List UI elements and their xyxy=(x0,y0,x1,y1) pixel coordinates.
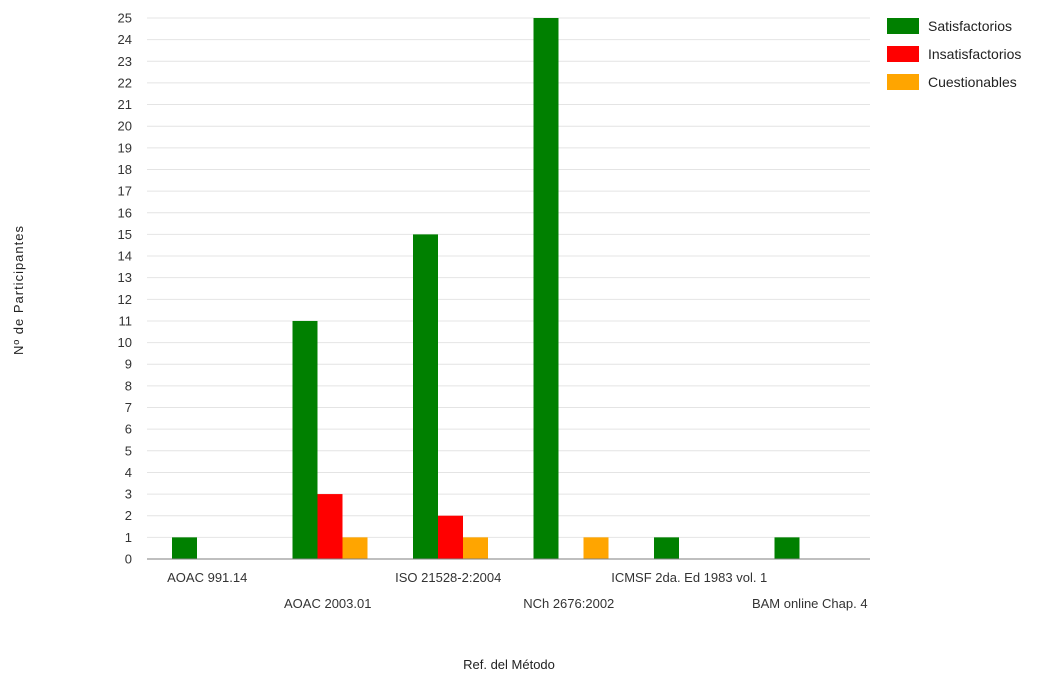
legend-label[interactable]: Satisfactorios xyxy=(928,18,1012,34)
y-tick-label: 6 xyxy=(125,422,132,437)
y-tick-label: 22 xyxy=(118,75,132,90)
y-tick-label: 3 xyxy=(125,487,132,502)
y-tick-label: 10 xyxy=(118,335,132,350)
y-tick-label: 14 xyxy=(118,249,132,264)
y-tick-label: 12 xyxy=(118,292,132,307)
y-tick-label: 19 xyxy=(118,140,132,155)
legend-label[interactable]: Cuestionables xyxy=(928,74,1017,90)
y-tick-label: 5 xyxy=(125,443,132,458)
bar-satisfactorios[interactable] xyxy=(292,320,318,559)
y-tick-label: 20 xyxy=(118,119,132,134)
bar-satisfactorios[interactable] xyxy=(413,234,438,559)
x-category-label: NCh 2676:2002 xyxy=(523,596,614,611)
y-tick-label: 15 xyxy=(118,227,132,242)
y-tick-labels: 0123456789101112131415161718192021222324… xyxy=(118,11,132,567)
legend-swatch[interactable] xyxy=(887,74,919,90)
y-axis-title: Nº de Participantes xyxy=(11,225,26,355)
x-axis-title: Ref. del Método xyxy=(463,657,555,672)
bar-insatisfactorios[interactable] xyxy=(317,494,343,559)
y-tick-label: 13 xyxy=(118,270,132,285)
y-tick-label: 21 xyxy=(118,97,132,112)
legend-label[interactable]: Insatisfactorios xyxy=(928,46,1021,62)
legend-swatch[interactable] xyxy=(887,46,919,62)
y-tick-label: 23 xyxy=(118,54,132,69)
y-tick-label: 18 xyxy=(118,162,132,177)
x-category-label: BAM online Chap. 4 xyxy=(752,596,868,611)
y-tick-label: 2 xyxy=(125,508,132,523)
y-tick-label: 8 xyxy=(125,378,132,393)
bar-satisfactorios[interactable] xyxy=(533,18,559,559)
y-tick-label: 7 xyxy=(125,400,132,415)
bar-insatisfactorios[interactable] xyxy=(438,515,463,559)
bar-cuestionables[interactable] xyxy=(463,537,488,559)
legend-swatch[interactable] xyxy=(887,18,919,34)
x-category-label: ISO 21528-2:2004 xyxy=(395,570,501,585)
bars xyxy=(172,18,800,559)
y-tick-label: 16 xyxy=(118,205,132,220)
y-tick-label: 9 xyxy=(125,357,132,372)
x-category-label: AOAC 2003.01 xyxy=(284,596,371,611)
x-category-label: AOAC 991.14 xyxy=(167,570,247,585)
y-tick-label: 11 xyxy=(119,313,133,328)
bar-cuestionables[interactable] xyxy=(342,537,368,559)
y-tick-label: 24 xyxy=(118,32,132,47)
y-tick-label: 0 xyxy=(125,552,132,567)
y-tick-label: 25 xyxy=(118,11,132,26)
grid xyxy=(147,17,870,538)
y-tick-label: 1 xyxy=(125,530,132,545)
legend[interactable]: Satisfactorios Insatisfactorios Cuestionab… xyxy=(887,18,1021,90)
bar-cuestionables[interactable] xyxy=(583,537,609,559)
bar-satisfactorios[interactable] xyxy=(172,537,197,559)
x-category-label: ICMSF 2da. Ed 1983 vol. 1 xyxy=(611,570,767,585)
y-tick-label: 17 xyxy=(118,184,132,199)
x-category-labels: AOAC 991.14 AOAC 2003.01 ISO 21528-2:2004 N… xyxy=(167,570,867,611)
y-tick-label: 4 xyxy=(125,465,132,480)
bar-satisfactorios[interactable] xyxy=(654,537,679,559)
bar-satisfactorios[interactable] xyxy=(774,537,800,559)
